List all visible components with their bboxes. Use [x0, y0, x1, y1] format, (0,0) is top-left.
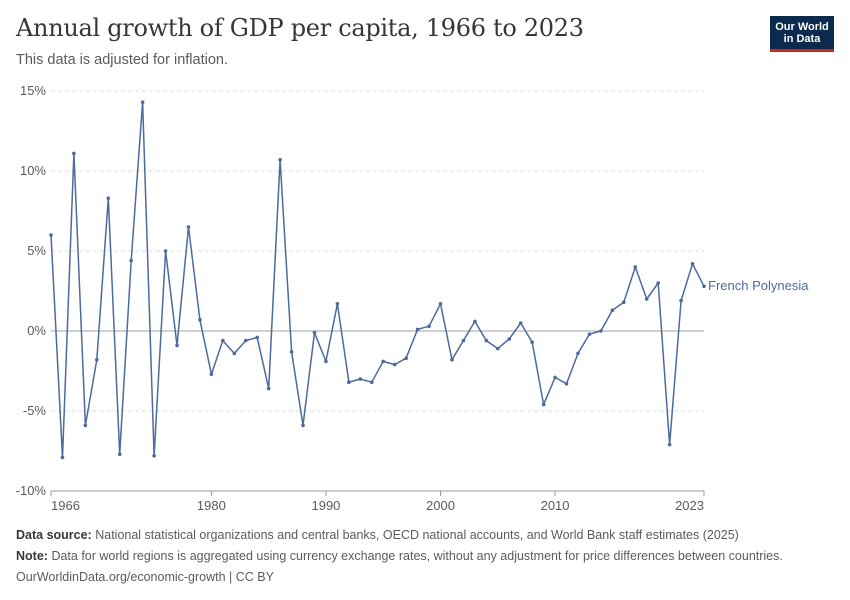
- data-point: [576, 351, 580, 356]
- data-point: [679, 298, 683, 303]
- data-point: [289, 350, 294, 354]
- data-point: [599, 329, 603, 333]
- data-point: [564, 382, 569, 386]
- source-url-link[interactable]: OurWorldinData.org/economic-growth | CC …: [16, 570, 274, 584]
- data-source-label: Data source:: [16, 528, 92, 542]
- data-point: [656, 281, 660, 285]
- y-tick-label: 5%: [27, 243, 46, 258]
- data-point: [198, 318, 202, 322]
- note-text: Data for world regions is aggregated usi…: [51, 549, 783, 563]
- data-point: [484, 338, 489, 343]
- data-point: [415, 327, 420, 332]
- data-point: [553, 375, 557, 380]
- data-point: [83, 423, 88, 428]
- data-point: [140, 100, 145, 104]
- data-point: [186, 225, 191, 229]
- data-point: [324, 359, 328, 364]
- y-tick-label: -10%: [16, 483, 47, 498]
- data-point: [335, 302, 340, 306]
- data-point: [518, 321, 523, 325]
- data-point: [622, 300, 626, 305]
- data-point: [541, 402, 546, 407]
- data-point: [232, 351, 237, 356]
- series-label: French Polynesia: [708, 278, 809, 293]
- data-point: [301, 423, 305, 428]
- data-point: [312, 330, 317, 335]
- data-point: [495, 346, 500, 351]
- data-point: [49, 233, 53, 237]
- data-point: [587, 332, 592, 337]
- data-point: [404, 356, 408, 361]
- data-point: [95, 358, 99, 362]
- data-source: Data source: National statistical organi…: [16, 528, 739, 542]
- data-point: [369, 380, 374, 385]
- data-point: [221, 338, 225, 343]
- data-point: [163, 249, 168, 253]
- x-tick-label: 1966: [51, 498, 80, 513]
- x-tick-label: 2010: [541, 498, 570, 513]
- data-point: [358, 377, 363, 381]
- chart-title: Annual growth of GDP per capita, 1966 to…: [16, 14, 584, 42]
- data-point: [106, 196, 111, 200]
- data-point: [243, 338, 248, 343]
- data-point: [175, 343, 179, 348]
- logo-line-1: Our World: [775, 20, 829, 33]
- data-point: [438, 302, 443, 306]
- data-point: [117, 452, 122, 457]
- x-tick-label: 2023: [675, 498, 704, 513]
- data-point: [644, 297, 649, 301]
- y-tick-label: 10%: [20, 163, 46, 178]
- data-point: [60, 455, 65, 460]
- data-point: [667, 442, 672, 447]
- owid-logo[interactable]: Our World in Data: [770, 16, 834, 52]
- data-source-text: National statistical organizations and c…: [95, 528, 739, 542]
- y-tick-label: 0%: [27, 323, 46, 338]
- data-point: [702, 284, 706, 289]
- data-point: [72, 151, 76, 156]
- data-point: [209, 372, 214, 377]
- data-point: [461, 338, 466, 343]
- data-point: [129, 258, 133, 263]
- data-point: [392, 362, 397, 367]
- data-point: [266, 386, 271, 391]
- data-point: [530, 340, 534, 345]
- note-label: Note:: [16, 549, 48, 563]
- x-tick-label: 1990: [311, 498, 340, 513]
- logo-line-2: in Data: [783, 32, 821, 45]
- data-point: [381, 359, 386, 364]
- data-point: [690, 262, 695, 266]
- data-point: [278, 158, 282, 162]
- x-tick-label: 2000: [426, 498, 455, 513]
- data-point: [473, 319, 477, 324]
- chart-subtitle: This data is adjusted for inflation.: [16, 52, 228, 68]
- data-point: [507, 337, 512, 341]
- data-point: [152, 454, 156, 458]
- data-point: [450, 358, 454, 362]
- data-point: [255, 335, 260, 340]
- data-point: [633, 265, 638, 269]
- data-point: [427, 324, 431, 329]
- series-line: [50, 101, 705, 459]
- y-tick-label: -5%: [23, 403, 47, 418]
- note: Note: Data for world regions is aggregat…: [16, 549, 783, 563]
- y-tick-label: 15%: [20, 83, 46, 98]
- data-point: [610, 308, 615, 313]
- data-point: [347, 380, 351, 385]
- x-tick-label: 1980: [197, 498, 226, 513]
